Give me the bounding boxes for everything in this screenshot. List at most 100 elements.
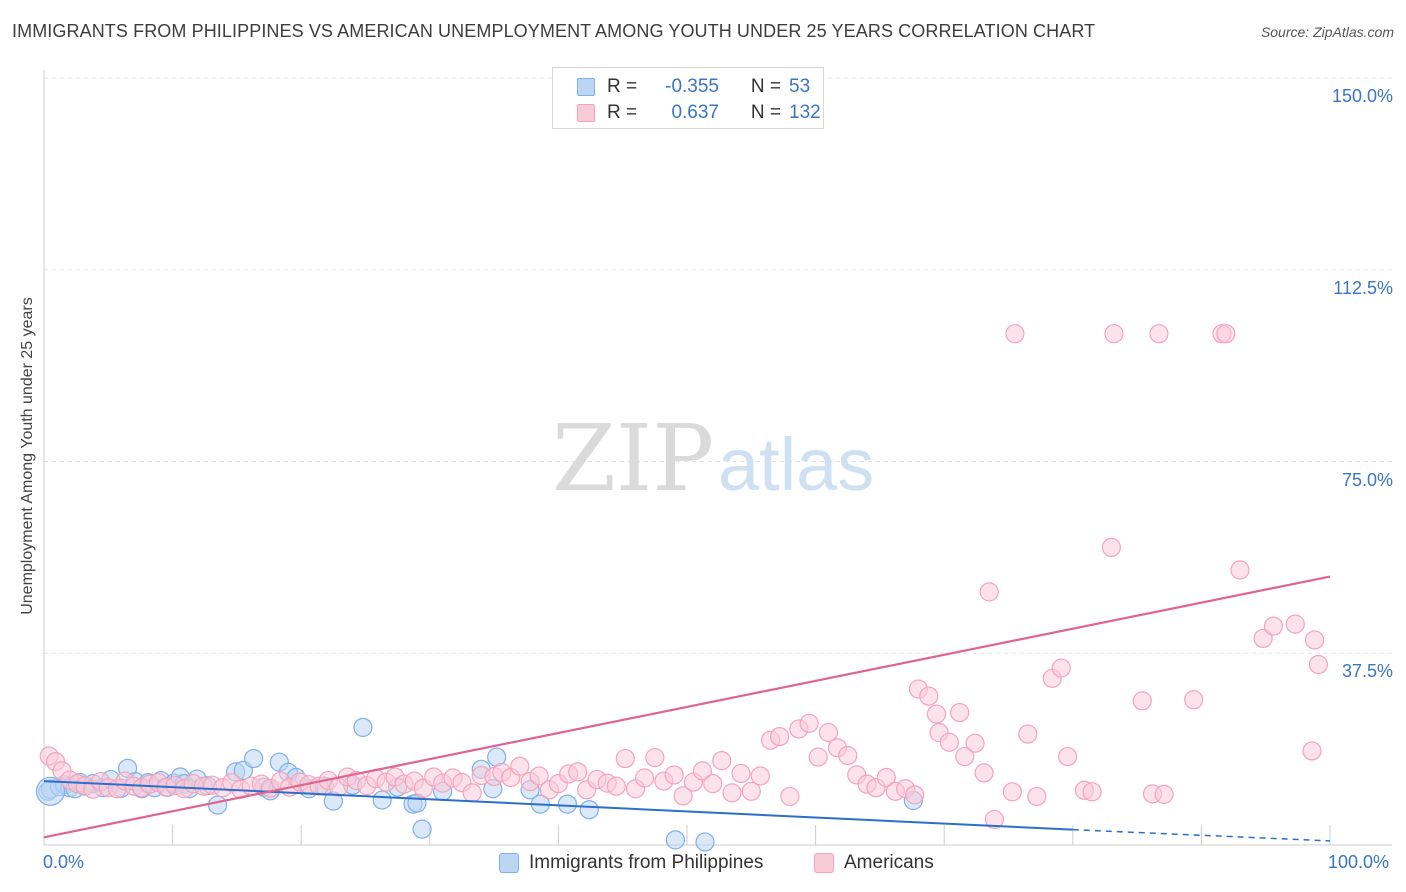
point-philippines [665, 830, 686, 850]
legend-r-value: 0.637 [671, 102, 719, 123]
point-americans [876, 767, 896, 788]
point-americans [712, 751, 732, 771]
legend-swatch-blue [577, 78, 595, 96]
point-philippines [353, 717, 373, 737]
point-americans [1149, 324, 1169, 344]
point-americans [799, 713, 819, 733]
trend-lines [43, 575, 1331, 842]
chart-title: IMMIGRANTS FROM PHILIPPINES VS AMERICAN … [12, 21, 1096, 41]
legend-swatch-pink [814, 853, 834, 873]
point-americans [984, 809, 1004, 830]
y-tick-label: 112.5% [1333, 277, 1393, 298]
trend-line-philippines-extension [1072, 828, 1331, 842]
point-americans [1132, 691, 1152, 711]
legend-n-label: N = [750, 102, 781, 123]
point-americans [808, 747, 828, 767]
point-americans [1018, 724, 1038, 744]
legend-item-label: Americans [844, 852, 934, 873]
y-tick-label: 150.0% [1331, 86, 1393, 106]
legend-n-value: 132 [789, 102, 821, 123]
point-americans [673, 786, 693, 806]
point-americans [634, 768, 655, 788]
point-americans [818, 722, 839, 743]
point-americans [1104, 324, 1124, 344]
point-americans [1051, 658, 1071, 678]
point-americans [1285, 614, 1305, 634]
point-americans [1253, 628, 1273, 649]
point-americans [979, 582, 999, 602]
point-americans [1082, 782, 1102, 802]
source-label: Source: ZipAtlas.com [1260, 24, 1394, 40]
point-americans [462, 783, 482, 803]
legend-swatch-pink [577, 104, 595, 122]
point-americans [965, 733, 985, 753]
x-tick-max: 100.0% [1328, 852, 1390, 872]
point-americans [1308, 654, 1329, 675]
point-americans [645, 747, 665, 768]
trend-line-philippines [43, 780, 1073, 831]
point-americans [1058, 746, 1078, 767]
point-americans [974, 763, 994, 783]
point-philippines [695, 832, 715, 852]
point-americans [1230, 560, 1250, 580]
point-americans [703, 774, 723, 794]
legend-item-philippines: Immigrants from Philippines [499, 852, 763, 874]
point-americans [950, 702, 970, 723]
point-americans [1027, 786, 1047, 807]
point-americans [1263, 616, 1284, 636]
point-americans [1302, 741, 1322, 761]
point-americans [731, 763, 751, 784]
point-americans [606, 776, 626, 796]
point-americans [741, 781, 761, 801]
watermark-atlas: atlas [718, 423, 874, 506]
point-americans [722, 783, 742, 803]
point-philippines [412, 819, 432, 839]
point-americans [919, 686, 939, 706]
point-americans [664, 765, 684, 785]
legend-row-americans: R = 0.637 N = 132 [577, 101, 821, 125]
point-americans [905, 785, 925, 805]
y-tick-label: 37.5% [1341, 661, 1393, 682]
point-philippines [35, 776, 66, 806]
point-americans [1005, 324, 1025, 344]
point-americans [926, 704, 947, 724]
point-americans [529, 766, 549, 786]
point-americans [1101, 537, 1121, 558]
point-americans [1184, 690, 1204, 710]
point-philippines [579, 800, 599, 820]
legend-item-label: Immigrants from Philippines [529, 852, 764, 873]
point-americans [510, 756, 530, 776]
legend-r-value: -0.355 [665, 76, 719, 97]
legend-item-americans: Americans [814, 852, 934, 874]
series-legend: Immigrants from Philippines Americans [0, 852, 1406, 878]
point-philippines [208, 795, 228, 815]
watermark: ZIP atlas [552, 405, 874, 512]
point-americans [939, 732, 959, 752]
y-tick-label: 75.0% [1341, 469, 1393, 490]
series-americans-points [39, 324, 1329, 830]
trend-line-americans [43, 575, 1331, 839]
point-philippines [244, 748, 264, 769]
point-americans [1304, 630, 1325, 650]
legend-r-label: R = [607, 76, 638, 97]
point-americans [838, 745, 858, 766]
point-americans [955, 746, 975, 767]
watermark-zip: ZIP [552, 405, 714, 512]
point-americans [780, 786, 800, 807]
point-americans [1216, 324, 1236, 344]
legend-n-label: N = [750, 76, 781, 97]
correlation-legend: R = -0.355 N = 53 R = 0.637 N = 132 [552, 67, 824, 129]
gridlines [44, 77, 1392, 654]
legend-n-value: 53 [789, 76, 811, 97]
point-americans [568, 762, 588, 782]
point-philippines [372, 790, 392, 810]
legend-row-philippines: R = -0.355 N = 53 [577, 75, 810, 99]
point-americans [615, 748, 635, 769]
point-americans [769, 726, 790, 747]
point-americans [750, 766, 770, 786]
point-americans [1002, 782, 1022, 802]
point-philippines [557, 794, 578, 814]
point-americans [692, 761, 713, 781]
x-tick-min: 0.0% [43, 852, 85, 872]
